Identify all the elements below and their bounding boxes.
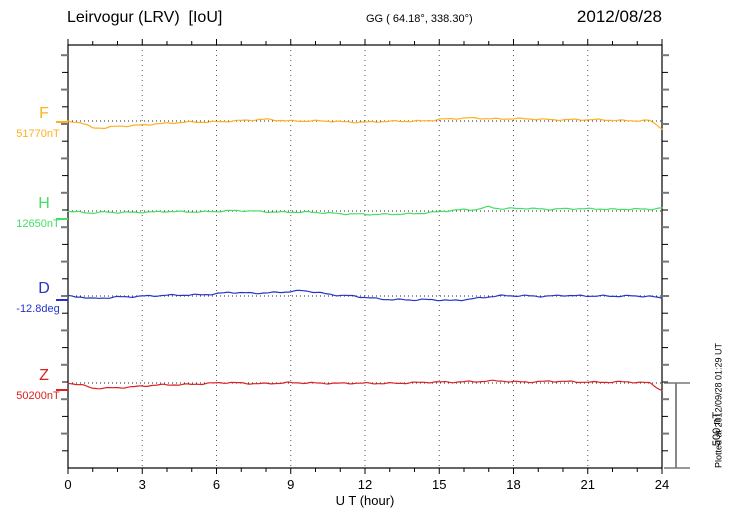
x-tick-label: 18 [506,477,521,492]
observation-date: 2012/08/28 [576,7,662,26]
geographic-coordinates: GG ( 64.18°, 338.30°) [366,13,473,25]
x-tick-label: 21 [580,477,595,492]
station-title: Leirvogur (LRV) [IoU] [67,9,223,26]
channel-basevalue-H: 12650nT [16,218,60,230]
trace-F [67,116,663,130]
channel-basevalue-D: -12.8deg [16,303,60,315]
x-axis-label: U T (hour) [335,493,395,508]
x-tick-label: 6 [212,477,221,492]
plot-frame [67,44,663,469]
channel-label-D: D [38,280,50,297]
channel-label-F: F [39,105,49,122]
plotted-timestamp: Plotted at 2012/09/28 01:29 UT [713,342,724,469]
channel-label-H: H [38,195,50,212]
trace-H [67,205,663,216]
x-tick-label: 0 [64,477,72,492]
channel-basevalue-Z: 50200nT [16,390,60,402]
x-tick-label: 3 [138,477,146,492]
channel-label-Z: Z [39,367,49,384]
x-tick-label: 24 [654,477,670,492]
x-tick-label: 9 [287,477,295,492]
scale-bar-labels: 500 nT 2.0 deg [687,405,723,453]
trace-Z [67,379,663,392]
channel-basevalue-F: 51770nT [16,128,60,140]
trace-D [67,289,663,302]
x-tick-label: 12 [357,477,373,492]
x-tick-label: 15 [432,477,447,492]
